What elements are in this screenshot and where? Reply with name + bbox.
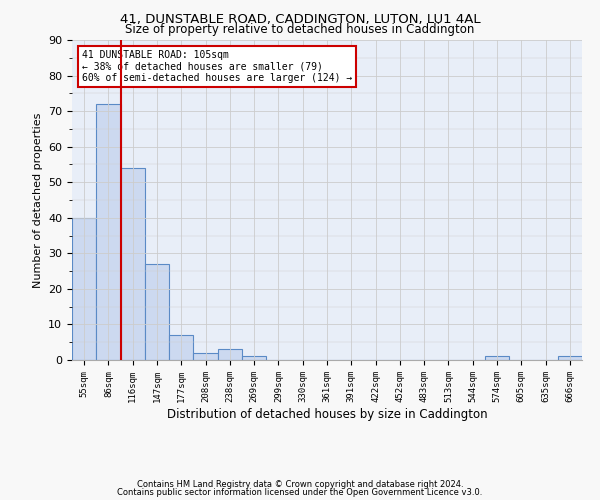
Bar — [96, 104, 121, 360]
Bar — [558, 356, 582, 360]
Bar — [145, 264, 169, 360]
Bar — [193, 353, 218, 360]
Bar — [169, 335, 193, 360]
Bar — [121, 168, 145, 360]
Bar — [72, 218, 96, 360]
Bar — [218, 350, 242, 360]
Text: 41, DUNSTABLE ROAD, CADDINGTON, LUTON, LU1 4AL: 41, DUNSTABLE ROAD, CADDINGTON, LUTON, L… — [119, 12, 481, 26]
Text: Contains public sector information licensed under the Open Government Licence v3: Contains public sector information licen… — [118, 488, 482, 497]
Bar — [242, 356, 266, 360]
Text: 41 DUNSTABLE ROAD: 105sqm
← 38% of detached houses are smaller (79)
60% of semi-: 41 DUNSTABLE ROAD: 105sqm ← 38% of detac… — [82, 50, 352, 83]
Text: Size of property relative to detached houses in Caddington: Size of property relative to detached ho… — [125, 22, 475, 36]
X-axis label: Distribution of detached houses by size in Caddington: Distribution of detached houses by size … — [167, 408, 487, 420]
Bar — [485, 356, 509, 360]
Text: Contains HM Land Registry data © Crown copyright and database right 2024.: Contains HM Land Registry data © Crown c… — [137, 480, 463, 489]
Y-axis label: Number of detached properties: Number of detached properties — [32, 112, 43, 288]
